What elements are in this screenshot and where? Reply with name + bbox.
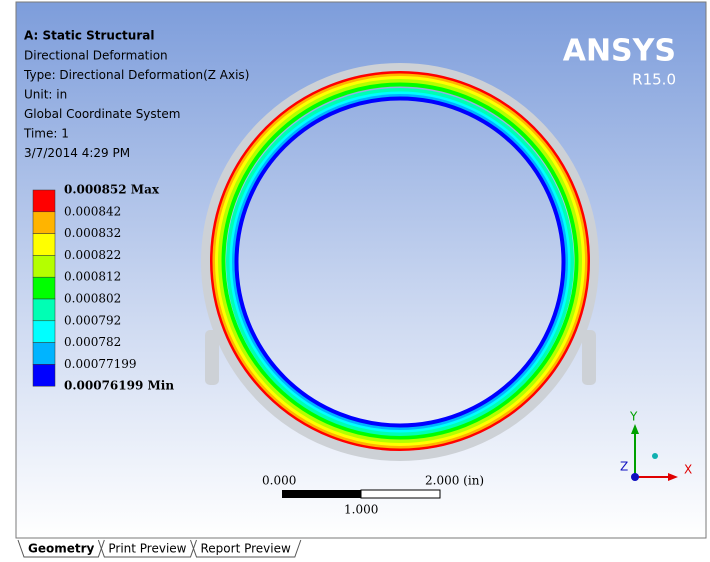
- y-label: Y: [629, 410, 638, 424]
- scale-bar: [360, 489, 441, 499]
- ring-band: [234, 96, 566, 428]
- legend-label: 0.000782: [64, 335, 121, 349]
- z-label: Z: [620, 460, 628, 474]
- ring-band: [232, 94, 568, 430]
- logo: ANSYS: [563, 34, 676, 69]
- legend-label: 0.000792: [64, 313, 121, 327]
- legend-swatch: [32, 364, 56, 387]
- ring-band: [210, 71, 590, 451]
- z-axis: [631, 473, 639, 481]
- legend-swatch: [32, 255, 56, 278]
- x-label: X: [684, 463, 692, 477]
- legend-swatch: [32, 342, 56, 365]
- support-ring: [201, 63, 599, 461]
- legend-label: 0.000822: [64, 248, 121, 262]
- tab[interactable]: Geometry: [17, 539, 105, 558]
- legend-label: 0.000842: [64, 204, 121, 218]
- triad: Y Z X: [620, 410, 692, 481]
- support: [201, 63, 599, 461]
- triad-dot: [652, 453, 658, 459]
- scale-end: 2.000 (in): [425, 474, 484, 488]
- header-line: Time: 1: [23, 127, 69, 141]
- scale-mid: 1.000: [344, 503, 378, 517]
- ring-band: [215, 76, 585, 446]
- legend-label: 0.000802: [64, 292, 121, 306]
- legend-swatch: [32, 276, 56, 300]
- ring-band: [229, 91, 571, 433]
- header-line: 3/7/2014 4:29 PM: [24, 146, 130, 160]
- legend-label: 0.000832: [64, 226, 121, 240]
- tabs: Geometry Print Preview Report Preview: [17, 539, 302, 558]
- legend-label: 0.00077199: [64, 357, 137, 371]
- header-line: Directional Deformation: [24, 49, 168, 63]
- y-arrow: [631, 424, 639, 434]
- legend: 0.000852 Max 0.000842 0.000832 0.000822 0.00…: [32, 183, 174, 393]
- tab-outline: [190, 539, 302, 558]
- tab-label[interactable]: Print Preview: [108, 542, 186, 556]
- legend-label: 0.000852 Max: [64, 183, 160, 197]
- x-arrow: [668, 473, 678, 481]
- tab-label[interactable]: Geometry: [28, 542, 95, 556]
- legend-swatch: [32, 233, 56, 256]
- scale-start: 0.000: [262, 474, 296, 488]
- ring: [210, 71, 590, 451]
- logo-version: R15.0: [632, 71, 676, 89]
- header: A: Static Structural Directional Deforma…: [23, 29, 249, 161]
- ring-band: [226, 88, 574, 436]
- ring-band: [221, 82, 579, 440]
- lug: [205, 330, 219, 385]
- scale-bar: [282, 490, 361, 498]
- legend-swatch: [32, 189, 56, 213]
- header-line: Unit: in: [24, 88, 67, 102]
- title: A: Static Structural: [24, 29, 154, 43]
- legend-swatch: [32, 298, 56, 322]
- legend-label: 0.00076199 Min: [64, 379, 174, 393]
- ring-band: [212, 73, 588, 449]
- header-line: Type: Directional Deformation(Z Axis): [23, 68, 249, 82]
- tab[interactable]: Print Preview: [97, 539, 197, 558]
- legend-swatch: [32, 320, 56, 343]
- legend-label: 0.000812: [64, 270, 121, 284]
- tab[interactable]: Report Preview: [190, 539, 302, 558]
- lug: [582, 330, 596, 385]
- header-line: Global Coordinate System: [24, 107, 180, 121]
- legend-swatch: [32, 211, 56, 234]
- tab-label[interactable]: Report Preview: [201, 542, 291, 556]
- ring-band: [218, 79, 582, 443]
